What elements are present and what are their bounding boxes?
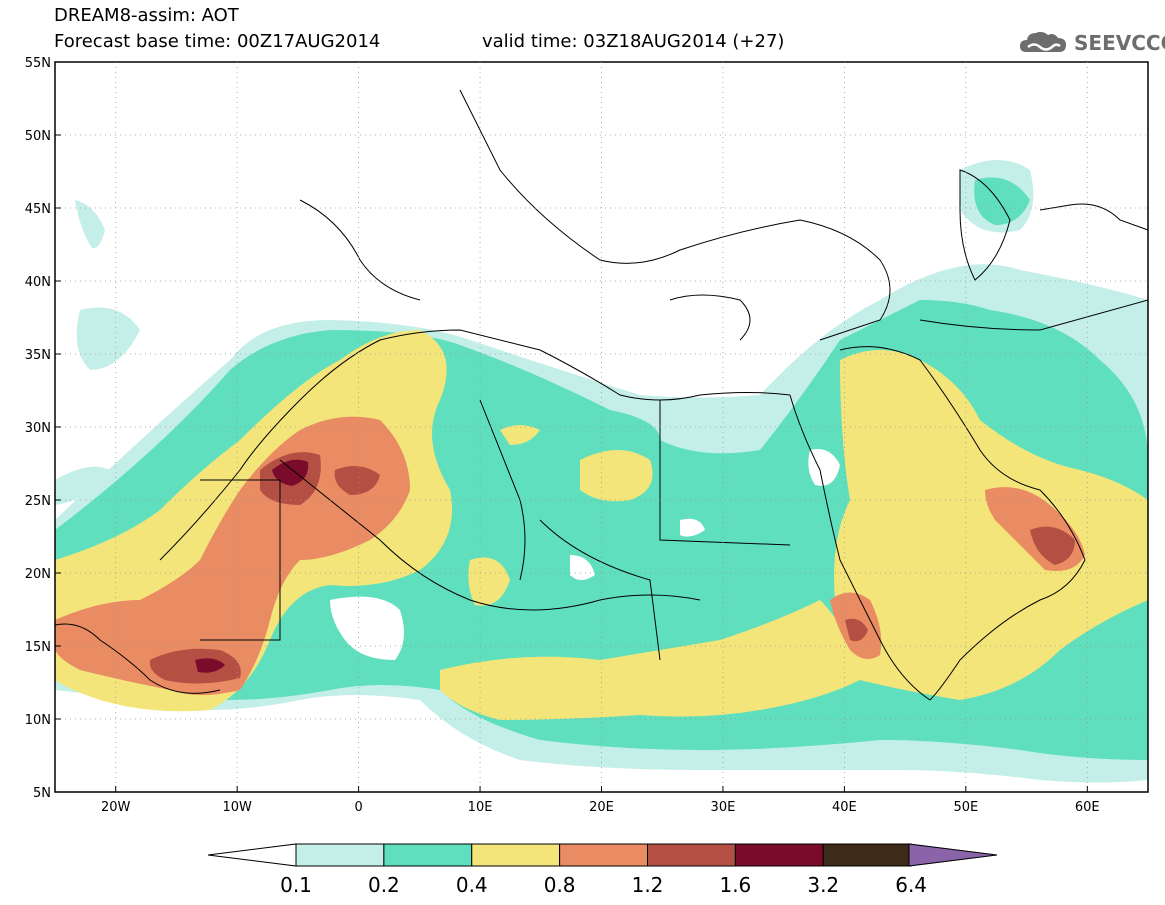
forecast-base-time: Forecast base time: 00Z17AUG2014 [54,31,381,52]
colorbar-label: 0.8 [544,873,576,897]
lat-label: 5N [33,786,51,801]
lon-label: 60E [1075,800,1100,815]
colorbar-label: 1.6 [719,873,751,897]
lon-label: 40E [832,800,857,815]
colorbar-labels: 0.1 0.2 0.4 0.8 1.2 1.6 3.2 6.4 [280,873,927,897]
lat-label: 40N [25,275,51,290]
colorbar-label: 0.1 [280,873,312,897]
lat-label: 45N [25,202,51,217]
colorbar-max-arrow [908,843,998,867]
colorbar-box [559,843,648,867]
seevccc-logo: SEEVCCC [1018,28,1165,56]
colorbar-box [295,843,385,867]
cloud-icon [1020,31,1066,52]
colorbar-min-arrow [207,843,297,867]
graticule [55,61,1148,793]
logo-text: SEEVCCC [1074,31,1165,55]
lon-label: 20E [589,800,614,815]
colorbar-box [822,843,912,867]
lon-label: 0 [354,800,362,815]
colorbar-label: 0.2 [368,873,400,897]
aot-clear-areas [330,449,840,660]
lat-label: 35N [25,348,51,363]
colorbar-box [471,843,561,867]
colorbar-label: 3.2 [807,873,839,897]
aot-band-1.6 [195,459,309,673]
lat-label: 55N [25,56,51,71]
lat-label: 15N [25,640,51,655]
colorbar-box [734,843,824,867]
lat-label: 10N [25,713,51,728]
lat-label: 30N [25,421,51,436]
lat-label: 50N [25,129,51,144]
axis-labels: 55N 50N 45N 40N 35N 30N 25N 20N 15N 10N 5N 20W 10W 0 1… [25,56,1100,815]
colorbar-label: 0.4 [456,873,488,897]
colorbar-boxes [295,843,912,867]
colorbar: 0.1 0.2 0.4 0.8 1.2 1.6 3.2 6.4 [207,843,998,897]
lon-label: 10E [468,800,493,815]
colorbar-label: 1.2 [632,873,664,897]
colorbar-label: 6.4 [895,873,927,897]
lat-label: 25N [25,494,51,509]
lon-label: 20W [101,800,131,815]
lon-label: 50E [953,800,978,815]
coastlines-borders [55,89,1148,701]
colorbar-box [383,843,473,867]
colorbar-box [647,843,736,867]
lon-label: 30E [711,800,736,815]
valid-time: valid time: 03Z18AUG2014 (+27) [482,31,785,52]
map-title: DREAM8-assim: AOT [54,5,239,26]
lat-label: 20N [25,567,51,582]
lon-label: 10W [222,800,252,815]
